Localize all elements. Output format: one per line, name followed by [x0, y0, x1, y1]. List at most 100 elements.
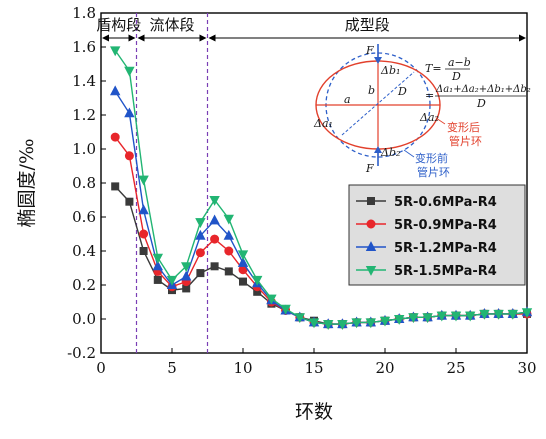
formula-numerator-2: Δa₁+Δa₂+Δb₁+Δb₂ [435, 84, 531, 95]
data-point-circle [110, 132, 120, 142]
data-point-triangle-down [394, 314, 405, 325]
data-point-square [224, 267, 233, 276]
data-point-triangle-up [138, 204, 149, 215]
data-point-triangle-up [181, 270, 192, 281]
after-label-line1: 变形后 [447, 120, 480, 134]
data-point-triangle-down [465, 311, 476, 322]
y-tick-label: -0.2 [67, 344, 96, 362]
formula-numerator-1: a−b [448, 56, 471, 69]
stage-label-fluid: 流体段 [149, 16, 194, 34]
data-point-circle [195, 248, 205, 258]
data-point-triangle-down [521, 308, 533, 319]
data-point-triangle-down [351, 318, 362, 329]
x-axis-title: 环数 [295, 401, 333, 423]
x-tick-label: 0 [96, 359, 106, 377]
data-point-triangle-up [223, 229, 234, 240]
data-point-triangle-down [408, 313, 419, 324]
x-tick-label: 25 [446, 359, 465, 377]
stage-arrow-head [519, 34, 526, 42]
stage-arrows [102, 34, 526, 42]
series-5R-1.5MPa-R4 [110, 46, 533, 330]
force-arrow-bottom-head [374, 146, 382, 153]
x-tick-label: 15 [304, 359, 323, 377]
stage-arrow-head [208, 34, 216, 42]
stage-arrow-head [199, 34, 207, 42]
data-point-triangle-down [308, 318, 320, 329]
legend-item: 5R-1.2MPa-R4 [356, 241, 497, 256]
after-leader-line [435, 117, 446, 125]
stage-label-formed: 成型段 [345, 16, 390, 34]
data-point-triangle-up [209, 214, 220, 225]
y-tick-label: 1.8 [72, 4, 96, 22]
legend-label: 5R-0.6MPa-R4 [394, 195, 497, 210]
data-point-triangle-up [152, 260, 163, 271]
data-point-square [196, 269, 205, 278]
data-point-circle [224, 246, 234, 256]
data-point-circle [139, 229, 149, 239]
legend-label: 5R-0.9MPa-R4 [394, 218, 497, 233]
data-point-triangle-down [507, 309, 518, 320]
label-b: b [368, 84, 375, 97]
legend-item: 5R-0.6MPa-R4 [356, 195, 497, 210]
data-point-triangle-down [266, 294, 277, 305]
data-point-triangle-down [223, 214, 234, 225]
y-tick-label: 0.0 [72, 310, 96, 328]
label-delta-b2: Δb₂ [380, 146, 400, 159]
y-tick-label: 0.8 [72, 174, 96, 192]
label-D: D [397, 85, 407, 98]
data-point-triangle-down [209, 196, 220, 206]
formula-denominator-2: D [476, 97, 486, 110]
y-tick-label: 1.6 [72, 38, 96, 56]
before-label-line2: 管片环 [417, 165, 450, 179]
data-point-triangle-up [110, 85, 121, 96]
data-point-triangle-down [280, 304, 291, 315]
data-point-square [210, 262, 219, 271]
data-point-triangle-up [365, 241, 377, 251]
formula-lhs: T= [425, 62, 442, 75]
label-a: a [344, 93, 351, 106]
stage-arrow-head [128, 34, 136, 42]
data-point-triangle-down [379, 316, 391, 327]
data-point-triangle-down [365, 265, 377, 276]
data-point-square [366, 197, 375, 206]
data-point-triangle-up [124, 107, 135, 118]
data-point-circle [124, 151, 134, 161]
force-label-top: F [365, 44, 374, 57]
data-point-triangle-down [138, 175, 149, 186]
force-label-bottom: F [365, 162, 374, 175]
y-axis-title: 椭圆度/‰ [16, 139, 38, 228]
legend-item: 5R-1.5MPa-R4 [356, 264, 497, 279]
y-tick-label: 0.4 [72, 242, 96, 260]
data-point-square [111, 182, 120, 191]
data-point-triangle-down [365, 318, 376, 329]
y-tick-label: 0.2 [72, 276, 96, 294]
legend-label: 5R-1.2MPa-R4 [394, 241, 497, 256]
label-delta-a1: Δa₁ [313, 117, 333, 130]
data-point-triangle-down [323, 320, 334, 330]
data-point-circle [366, 219, 376, 229]
y-tick-label: 1.4 [72, 72, 96, 90]
data-point-square [125, 197, 134, 206]
data-point-triangle-down [493, 309, 504, 320]
x-tick-label: 30 [517, 359, 536, 377]
force-arrow-top-head [374, 57, 382, 64]
data-point-triangle-down [294, 313, 305, 324]
x-axis-ticks: 0 5 10 15 20 25 30 [96, 348, 537, 377]
data-point-triangle-down [124, 66, 135, 77]
data-point-square [139, 247, 148, 256]
data-point-triangle-down [252, 275, 263, 286]
data-point-triangle-up [237, 257, 249, 267]
data-point-triangle-down [110, 46, 121, 57]
data-point-triangle-down [337, 320, 348, 330]
data-point-triangle-down [436, 311, 447, 322]
data-point-triangle-up [195, 229, 206, 240]
stage-label-shield: 盾构段 [96, 16, 141, 34]
legend-label: 5R-1.5MPa-R4 [394, 264, 497, 279]
stage-divider-lines [135, 13, 209, 353]
legend: 5R-0.6MPa-R4 5R-0.9MPa-R4 5R-1.2MPa-R4 5R-1… [348, 184, 526, 286]
formula-denominator-1: D [451, 70, 461, 83]
data-point-square [239, 277, 248, 286]
legend-item: 5R-0.9MPa-R4 [356, 218, 497, 233]
before-leader-line [403, 149, 415, 158]
